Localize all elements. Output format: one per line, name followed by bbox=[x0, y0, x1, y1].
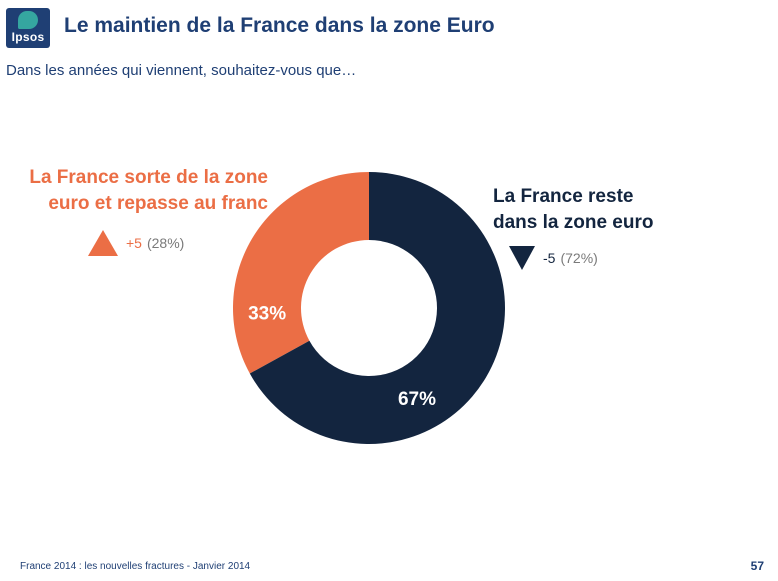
slice-label-line: dans la zone euro bbox=[493, 212, 654, 233]
up-triangle-icon bbox=[88, 230, 118, 256]
slice-leave-euro bbox=[233, 172, 369, 374]
slice-stay-euro bbox=[249, 172, 505, 445]
slice-value-label: 67% bbox=[398, 389, 436, 410]
footer-source: France 2014 : les nouvelles fractures - … bbox=[20, 561, 251, 572]
change-value: -5 bbox=[543, 250, 556, 266]
previous-value: (28%) bbox=[146, 235, 185, 251]
slice-value-label: 33% bbox=[248, 304, 286, 325]
slice-label-stay-euro: La France reste dans la zone euro bbox=[493, 184, 733, 236]
page-number: 57 bbox=[750, 559, 764, 573]
down-triangle-icon bbox=[509, 246, 535, 270]
logo-mark-icon bbox=[18, 11, 38, 29]
ipsos-logo: Ipsos bbox=[6, 8, 50, 48]
page-title: Le maintien de la France dans la zone Eu… bbox=[64, 14, 495, 37]
change-value: +5 bbox=[126, 235, 142, 251]
slice-label-line: La France sorte de la zone bbox=[29, 167, 268, 188]
question-text: Dans les années qui viennent, souhaitez-… bbox=[6, 62, 357, 79]
slice-label-leave-euro: La France sorte de la zone euro et repas… bbox=[0, 165, 268, 217]
slice-label-line: La France reste bbox=[493, 186, 634, 207]
slice-label-line: euro et repasse au franc bbox=[48, 193, 268, 214]
logo-text: Ipsos bbox=[11, 30, 45, 44]
change-indicator-stay-euro: -5 (72%) bbox=[509, 246, 598, 270]
change-indicator-leave-euro: +5 (28%) bbox=[88, 230, 184, 256]
previous-value: (72%) bbox=[560, 250, 598, 266]
